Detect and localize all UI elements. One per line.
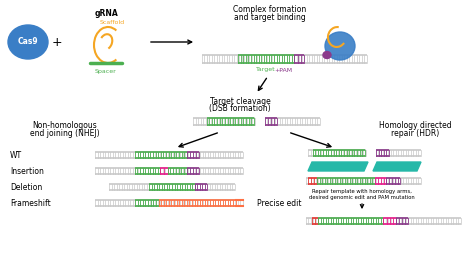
Ellipse shape — [8, 25, 48, 59]
Polygon shape — [308, 162, 368, 171]
Text: Deletion: Deletion — [10, 182, 42, 191]
Text: +: + — [52, 35, 62, 49]
Text: Scaffold: Scaffold — [100, 20, 125, 25]
Polygon shape — [373, 162, 421, 171]
Ellipse shape — [323, 51, 331, 59]
Text: Spacer: Spacer — [95, 68, 117, 73]
Text: repair (HDR): repair (HDR) — [391, 129, 439, 138]
Text: WT: WT — [10, 150, 22, 159]
Text: +PAM: +PAM — [274, 68, 292, 73]
Text: desired genomic edit and PAM mutation: desired genomic edit and PAM mutation — [309, 195, 415, 200]
Text: and target binding: and target binding — [234, 13, 306, 22]
Text: Complex formation: Complex formation — [233, 6, 307, 15]
Text: Precise edit: Precise edit — [257, 199, 301, 208]
Ellipse shape — [325, 32, 355, 60]
Text: Cas9: Cas9 — [18, 37, 38, 46]
Text: Target: Target — [256, 68, 276, 73]
Text: Repair template with homology arms,: Repair template with homology arms, — [312, 188, 412, 194]
Text: end joining (NHEJ): end joining (NHEJ) — [30, 129, 100, 138]
Text: (DSB formation): (DSB formation) — [209, 105, 271, 114]
Text: Frameshift: Frameshift — [10, 199, 51, 208]
Text: gRNA: gRNA — [95, 10, 119, 18]
Text: Insertion: Insertion — [10, 167, 44, 176]
Text: Non-homologous: Non-homologous — [33, 121, 97, 130]
Text: Homology directed: Homology directed — [379, 121, 451, 130]
Text: Target cleavage: Target cleavage — [210, 97, 270, 106]
